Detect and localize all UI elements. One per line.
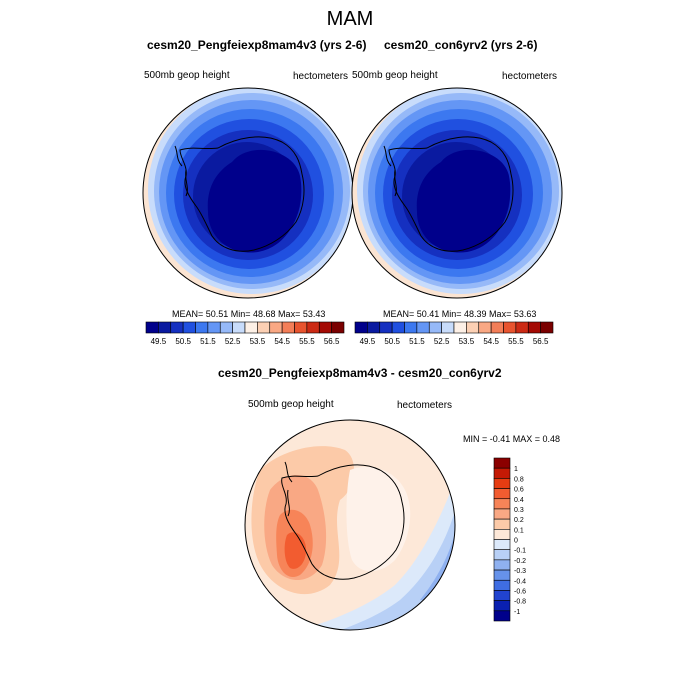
diff-colorbar-swatch — [493, 529, 511, 540]
left-colorbar-tick-label: 52.5 — [225, 337, 241, 346]
left-panel-field-label: 500mb geop height — [144, 70, 230, 81]
diff-colorbar-swatch — [493, 579, 511, 591]
right-colorbar-tick-label: 54.5 — [483, 337, 499, 346]
right-colorbar-swatch — [503, 321, 517, 334]
diff-panel-field-label: 500mb geop height — [248, 399, 334, 410]
left-colorbar-tick-label: 50.5 — [175, 337, 191, 346]
left-colorbar-tick-label: 55.5 — [299, 337, 315, 346]
diff-colorbar-tick-label: 0.1 — [514, 527, 524, 534]
right-colorbar-tick-label: 52.5 — [434, 337, 450, 346]
left-colorbar-swatch — [182, 321, 196, 334]
right-colorbar-tick-label: 53.5 — [459, 337, 475, 346]
left-panel-units: hectometers — [293, 71, 349, 82]
left-panel-map — [142, 87, 354, 299]
left-colorbar-swatch — [170, 321, 184, 334]
diff-colorbar-swatch — [493, 539, 511, 550]
right-colorbar-swatch — [416, 321, 430, 334]
left-colorbar-tick-label: 54.5 — [274, 337, 290, 346]
diff-panel-map — [244, 419, 456, 631]
diff-colorbar-swatch — [493, 488, 511, 500]
left-colorbar-swatch — [281, 321, 295, 334]
right-colorbar-swatch — [391, 321, 405, 334]
left-colorbar-tick-label: 53.5 — [250, 337, 266, 346]
diff-colorbar-tick-label: 0.4 — [514, 497, 524, 504]
right-colorbar-swatch — [441, 321, 455, 334]
right-colorbar-tick-label: 49.5 — [360, 337, 376, 346]
diff-colorbar-tick-label: 0.8 — [514, 476, 524, 483]
diff-colorbar-tick-label: 0.3 — [514, 507, 524, 514]
right-colorbar-swatch — [453, 321, 467, 334]
right-colorbar-tick-label: 55.5 — [508, 337, 524, 346]
right-panel-units: hectometers — [502, 71, 558, 82]
diff-colorbar-tick-label: -0.4 — [514, 578, 526, 585]
diff-colorbar-swatch — [493, 518, 511, 530]
left-colorbar-swatch — [244, 321, 258, 334]
diff-panel-title: cesm20_Pengfeiexp8mam4v3 - cesm20_con6yr… — [218, 366, 502, 380]
left-colorbar-tick-label: 49.5 — [151, 337, 167, 346]
left-colorbar-swatch — [232, 321, 246, 334]
right-colorbar-swatch — [527, 321, 541, 334]
diff-colorbar-tick-label: -0.8 — [514, 599, 526, 606]
diff-panel-colorbar: 1 0.8 0.6 0.4 0.3 0.2 0.1 0 -0.1 -0.2 -0.3 -0.4 -0.6… — [493, 457, 526, 622]
left-panel-stats: MEAN= 50.51 Min= 48.68 Max= 53.43 — [172, 309, 326, 319]
right-colorbar-swatch — [404, 321, 418, 334]
diff-colorbar-swatch — [493, 478, 511, 489]
diff-colorbar-tick-label: 1 — [514, 466, 518, 473]
right-colorbar-tick-label: 51.5 — [409, 337, 425, 346]
right-colorbar-swatch — [466, 321, 480, 334]
left-colorbar-swatch — [145, 321, 159, 334]
diff-colorbar-tick-label: 0 — [514, 538, 518, 545]
right-colorbar-tick-label: 56.5 — [533, 337, 549, 346]
diff-colorbar-swatch — [493, 569, 511, 581]
left-colorbar-tick-label: 51.5 — [200, 337, 216, 346]
right-colorbar-swatch — [428, 321, 442, 334]
left-colorbar-swatch — [207, 321, 221, 334]
left-panel-colorbar: 49.5 50.5 51.5 52.5 53.5 54.5 55.5 56.5 — [145, 321, 345, 346]
diff-colorbar-tick-label: -1 — [514, 609, 520, 616]
right-colorbar-swatch — [379, 321, 393, 334]
diff-colorbar-tick-label: -0.6 — [514, 588, 526, 595]
right-panel-map — [351, 87, 563, 299]
left-colorbar-tick-label: 56.5 — [324, 337, 340, 346]
main-title: MAM — [326, 8, 374, 30]
left-colorbar-swatch — [294, 321, 308, 334]
left-colorbar-swatch — [158, 321, 172, 334]
diff-colorbar-tick-label: 0.2 — [514, 517, 524, 524]
left-colorbar-swatch — [269, 321, 283, 334]
diff-panel-stats: MIN = -0.41 MAX = 0.48 — [463, 434, 561, 444]
diff-colorbar-swatch — [493, 610, 511, 622]
left-colorbar-swatch — [195, 321, 209, 334]
diff-colorbar-swatch — [493, 508, 511, 520]
left-colorbar-swatch — [318, 321, 332, 334]
right-panel-field-label: 500mb geop height — [352, 70, 438, 81]
right-colorbar-swatch — [478, 321, 492, 334]
right-colorbar-swatch — [540, 321, 554, 334]
diff-colorbar-swatch — [493, 498, 511, 510]
diff-colorbar-swatch — [493, 549, 511, 561]
diff-colorbar-swatch — [493, 467, 511, 479]
right-panel-stats: MEAN= 50.41 Min= 48.39 Max= 53.63 — [383, 309, 537, 319]
diff-colorbar-tick-label: -0.2 — [514, 558, 526, 565]
right-colorbar-swatch — [515, 321, 529, 334]
left-colorbar-swatch — [219, 321, 233, 334]
right-panel-colorbar: 49.5 50.5 51.5 52.5 53.5 54.5 55.5 56.5 — [354, 321, 554, 346]
diff-colorbar-tick-label: 0.6 — [514, 487, 524, 494]
left-colorbar-swatch — [306, 321, 320, 334]
diff-colorbar-swatch — [493, 559, 511, 571]
left-colorbar-swatch — [331, 321, 345, 334]
right-colorbar-swatch — [354, 321, 368, 334]
diff-colorbar-swatch — [493, 590, 511, 601]
diff-colorbar-swatch — [493, 600, 511, 612]
right-colorbar-swatch — [490, 321, 504, 334]
left-panel-title: cesm20_Pengfeiexp8mam4v3 (yrs 2-6) — [147, 38, 367, 52]
left-colorbar-swatch — [257, 321, 271, 334]
right-colorbar-tick-label: 50.5 — [384, 337, 400, 346]
diff-panel-units: hectometers — [397, 400, 453, 411]
diff-colorbar-tick-label: -0.3 — [514, 568, 526, 575]
right-panel-title: cesm20_con6yrv2 (yrs 2-6) — [384, 38, 538, 52]
diff-colorbar-tick-label: -0.1 — [514, 548, 526, 555]
diff-colorbar-swatch — [493, 457, 511, 469]
right-colorbar-swatch — [367, 321, 381, 334]
